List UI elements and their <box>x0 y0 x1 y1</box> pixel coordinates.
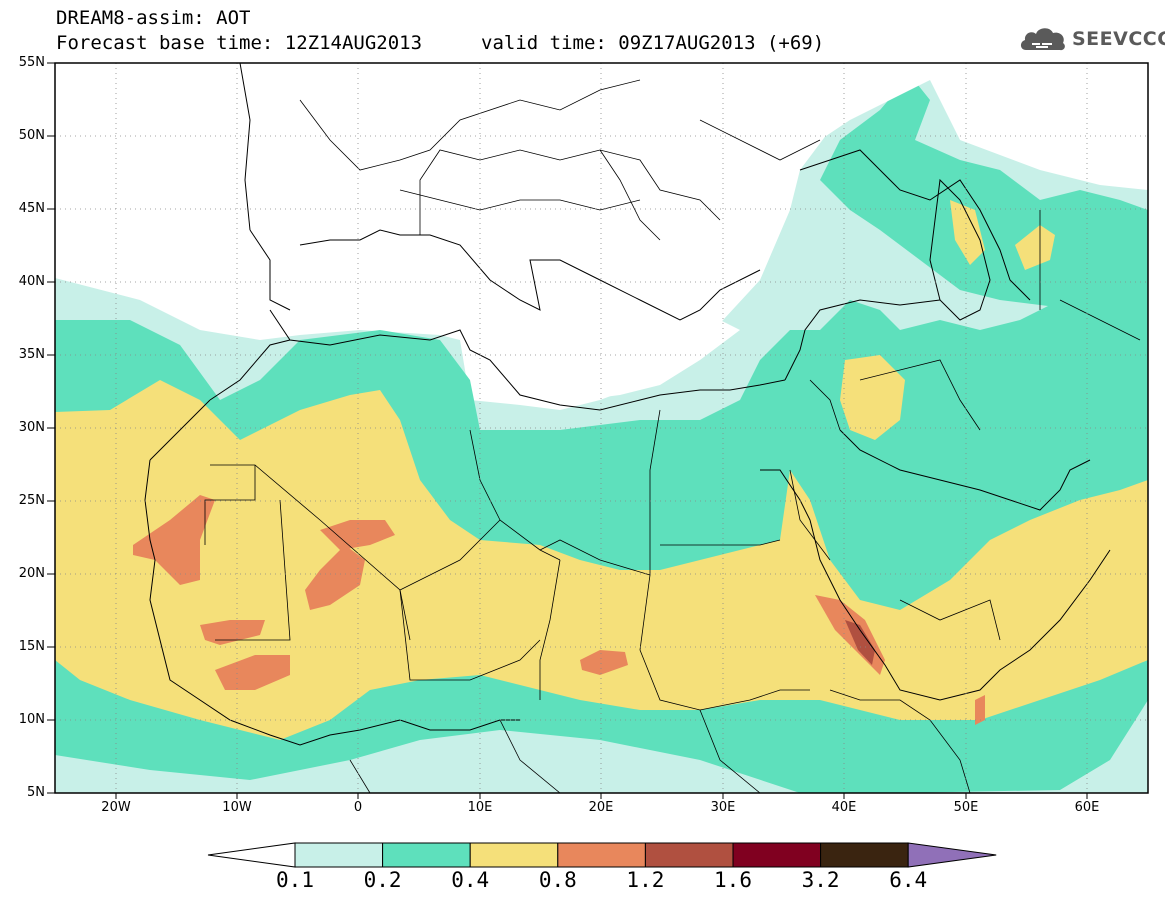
country-borders <box>204 79 1141 793</box>
aot-layer-0.2-north <box>820 75 1148 310</box>
colorbar-label: 1.2 <box>626 868 665 892</box>
lon-label-20w: 20W <box>101 800 131 815</box>
aot-layer-0.4-caspian <box>950 200 985 265</box>
lat-label-5n: 5N <box>27 785 45 800</box>
base-time-text: Forecast base time: 12Z14AUG2013 <box>56 32 423 54</box>
forecast-base-time: Forecast base time: 12Z14AUG2013 valid ti… <box>56 32 824 54</box>
lat-label-10n: 10N <box>18 712 45 727</box>
aot-layer-0.8-mali-south <box>215 655 290 690</box>
lat-label-25n: 25N <box>18 493 45 508</box>
lon-label-10e: 10E <box>467 800 493 815</box>
aot-layer-0.8-chad <box>580 650 628 675</box>
map-title: DREAM8-assim: AOT <box>56 7 251 29</box>
lat-label-35n: 35N <box>18 347 45 362</box>
aot-layer-1.2-eritrea <box>845 620 875 665</box>
lat-label-40n: 40N <box>18 274 45 289</box>
tick-marks <box>47 62 1088 799</box>
colorbar-label: 3.2 <box>801 868 840 892</box>
mediterranean-sea <box>330 270 740 400</box>
lat-label-30n: 30N <box>18 420 45 435</box>
cloud-icon <box>1020 28 1065 51</box>
colorbar-label: 1.6 <box>714 868 752 892</box>
colorbar-label: 0.1 <box>276 868 314 892</box>
valid-time-text: valid time: 09Z17AUG2013 (+69) <box>481 32 825 54</box>
lon-label-50e: 50E <box>953 800 979 815</box>
lon-label-30e: 30E <box>710 800 736 815</box>
seevccc-logo: SEEVCCC <box>1018 22 1165 56</box>
lon-label-10w: 10W <box>222 800 252 815</box>
colorbar-label: 0.2 <box>363 868 402 892</box>
lon-label-60e: 60E <box>1074 800 1100 815</box>
colorbar-label: 0.8 <box>538 868 577 892</box>
coastlines <box>144 63 1111 746</box>
aot-layer-0.8-senegal <box>200 620 265 645</box>
aot-layer-0.8-mali <box>305 545 365 610</box>
lat-label-50n: 50N <box>18 128 45 143</box>
aot-layer-0.8-mauritania <box>133 495 215 585</box>
lat-label-55n: 55N <box>18 55 45 70</box>
lon-label-0: 0 <box>353 800 363 815</box>
aot-layer-0.8-algeria <box>320 520 395 550</box>
logo-text: SEEVCCC <box>1072 28 1165 50</box>
lat-label-15n: 15N <box>18 639 45 654</box>
european-landmass <box>240 63 1020 270</box>
lat-label-20n: 20N <box>18 566 45 581</box>
colorbar-label: 6.4 <box>889 868 928 892</box>
gridlines <box>55 63 1148 793</box>
aot-layer-0.8-somalia <box>975 695 985 725</box>
colorbar-label: 0.4 <box>451 868 490 892</box>
aot-layer-0.4-turkmen <box>1015 225 1055 270</box>
lon-label-20e: 20E <box>588 800 614 815</box>
aot-layer-0.4-iraq <box>840 355 905 440</box>
lat-label-45n: 45N <box>18 201 45 216</box>
lon-label-40e: 40E <box>831 800 857 815</box>
